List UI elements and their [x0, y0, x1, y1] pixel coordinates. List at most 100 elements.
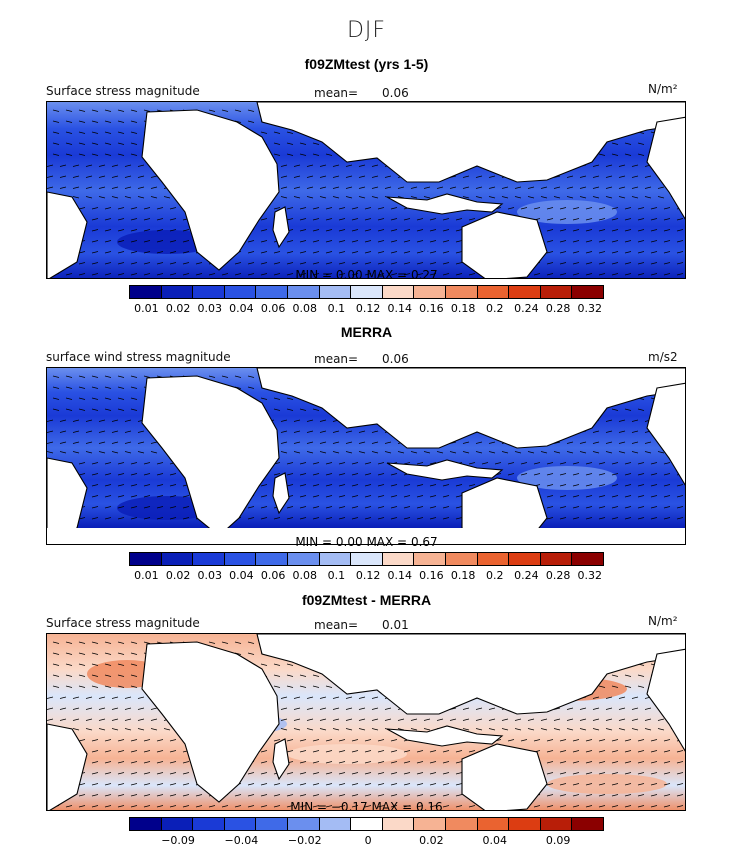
season-title: DJF [346, 18, 387, 43]
variable-label: surface wind stress magnitude [46, 350, 231, 364]
colorbar-swatch [382, 286, 415, 298]
map-panel [46, 633, 686, 811]
colorbar-tick-label: 0.04 [229, 569, 254, 582]
colorbar-swatch [414, 818, 446, 830]
colorbar [129, 285, 604, 299]
colorbar-swatch [572, 553, 603, 565]
mean-value: 0.06 [382, 352, 409, 366]
land-mass [272, 206, 290, 249]
mean-label: mean= [314, 618, 359, 632]
colorbar-tick-label: 0.32 [577, 569, 603, 582]
colorbar-swatch [193, 286, 225, 298]
colorbar-swatch [256, 286, 288, 298]
colorbar-tick-label: 0.24 [514, 302, 539, 315]
colorbar-ticks: 0.01 0.02 0.03 0.04 0.06 0.08 0.1 0.12 0.14 0.16 0… [129, 302, 604, 316]
colorbar-tick-label: −0.04 [224, 834, 259, 847]
field-anomaly [547, 774, 667, 794]
panel-title: MERRA [340, 324, 393, 340]
colorbar-swatch [477, 286, 510, 298]
land-mass [47, 723, 88, 810]
field-anomaly [517, 200, 617, 224]
colorbar-tick-label: 0.28 [545, 302, 571, 315]
land-mass [386, 193, 504, 215]
min-value: 0.00 [335, 535, 363, 549]
land-mass [646, 116, 685, 220]
colorbar-tick-label: 0.2 [486, 569, 504, 582]
land-mass [256, 634, 685, 715]
max-label: MAX = [366, 268, 408, 282]
max-label: MAX = [371, 800, 413, 814]
colorbar-swatch [161, 286, 194, 298]
colorbar-tick-label: 0.12 [355, 569, 381, 582]
min-value: −0.17 [330, 800, 368, 814]
colorbar-swatch [130, 818, 162, 830]
units-label: m/s2 [648, 350, 678, 364]
colorbar-swatch [572, 818, 603, 830]
colorbar-tick-label: 0.18 [450, 302, 476, 315]
colorbar-swatch [256, 818, 288, 830]
land-mass [646, 382, 685, 486]
colorbar-swatch [445, 818, 478, 830]
max-value: 0.16 [415, 800, 443, 814]
land-mass [47, 191, 88, 278]
colorbar-swatch [256, 553, 288, 565]
map-panel [46, 101, 686, 279]
colorbar-tick-label: 0.02 [165, 302, 191, 315]
min-label: MIN = [290, 800, 328, 814]
units-label: N/m² [648, 82, 678, 96]
min-label: MIN = [295, 535, 333, 549]
colorbar-swatch [477, 818, 510, 830]
colorbar-tick-label: 0.01 [134, 302, 159, 315]
colorbar-tick-label: 0.28 [545, 569, 571, 582]
colorbar-ticks: 0.01 0.02 0.03 0.04 0.06 0.08 0.1 0.12 0.14 0.16 0… [129, 569, 604, 583]
colorbar-swatch [572, 286, 603, 298]
colorbar-tick-label: 0.06 [260, 569, 286, 582]
max-label: MAX = [366, 535, 408, 549]
min-value: 0.00 [335, 268, 363, 282]
max-value: 0.67 [410, 535, 438, 549]
mean-value: 0.01 [382, 618, 409, 632]
mean-value: 0.06 [382, 86, 409, 100]
colorbar-tick-label: 0 [364, 834, 372, 847]
min-max-line: MIN = 0.00 MAX = 0.67 [0, 535, 733, 549]
min-max-line: MIN = −0.17 MAX = 0.16 [0, 800, 733, 814]
colorbar-tick-label: 0.32 [577, 302, 603, 315]
colorbar-swatch [224, 286, 257, 298]
colorbar [129, 817, 604, 831]
land-mass [461, 211, 548, 278]
colorbar-tick-label: 0.12 [355, 302, 381, 315]
colorbar-swatch [445, 286, 478, 298]
colorbar-swatch [540, 553, 573, 565]
land-mass [141, 641, 280, 803]
colorbar-swatch [319, 286, 352, 298]
colorbar-swatch [351, 286, 383, 298]
panel-title: f09ZMtest (yrs 1-5) [304, 56, 429, 72]
colorbar-tick-label: 0.08 [292, 302, 318, 315]
colorbar-tick-label: 0.03 [197, 302, 223, 315]
colorbar-swatch [193, 818, 225, 830]
colorbar-tick-label: 0.14 [387, 302, 413, 315]
map-panel [46, 367, 686, 545]
colorbar-tick-label: 0.1 [327, 569, 346, 582]
colorbar-swatch [319, 553, 352, 565]
land-mass [141, 109, 280, 271]
land-mass [461, 477, 548, 528]
colorbar-tick-label: 0.16 [419, 302, 444, 315]
colorbar-swatch [509, 818, 541, 830]
variable-label: Surface stress magnitude [46, 84, 200, 98]
colorbar-tick-label: 0.02 [419, 834, 444, 847]
colorbar [129, 552, 604, 566]
colorbar-tick-label: 0.2 [486, 302, 504, 315]
colorbar-tick-label: 0.01 [134, 569, 159, 582]
colorbar-swatch [161, 818, 194, 830]
colorbar-tick-label: 0.1 [327, 302, 346, 315]
land-mass [386, 725, 504, 747]
land-mass [386, 459, 504, 481]
mean-label: mean= [314, 352, 359, 366]
colorbar-swatch [130, 553, 162, 565]
land-mass [272, 738, 290, 781]
colorbar-swatch [414, 286, 446, 298]
colorbar-tick-label: −0.09 [161, 834, 195, 847]
colorbar-swatch [540, 286, 573, 298]
colorbar-tick-label: 0.08 [292, 569, 318, 582]
